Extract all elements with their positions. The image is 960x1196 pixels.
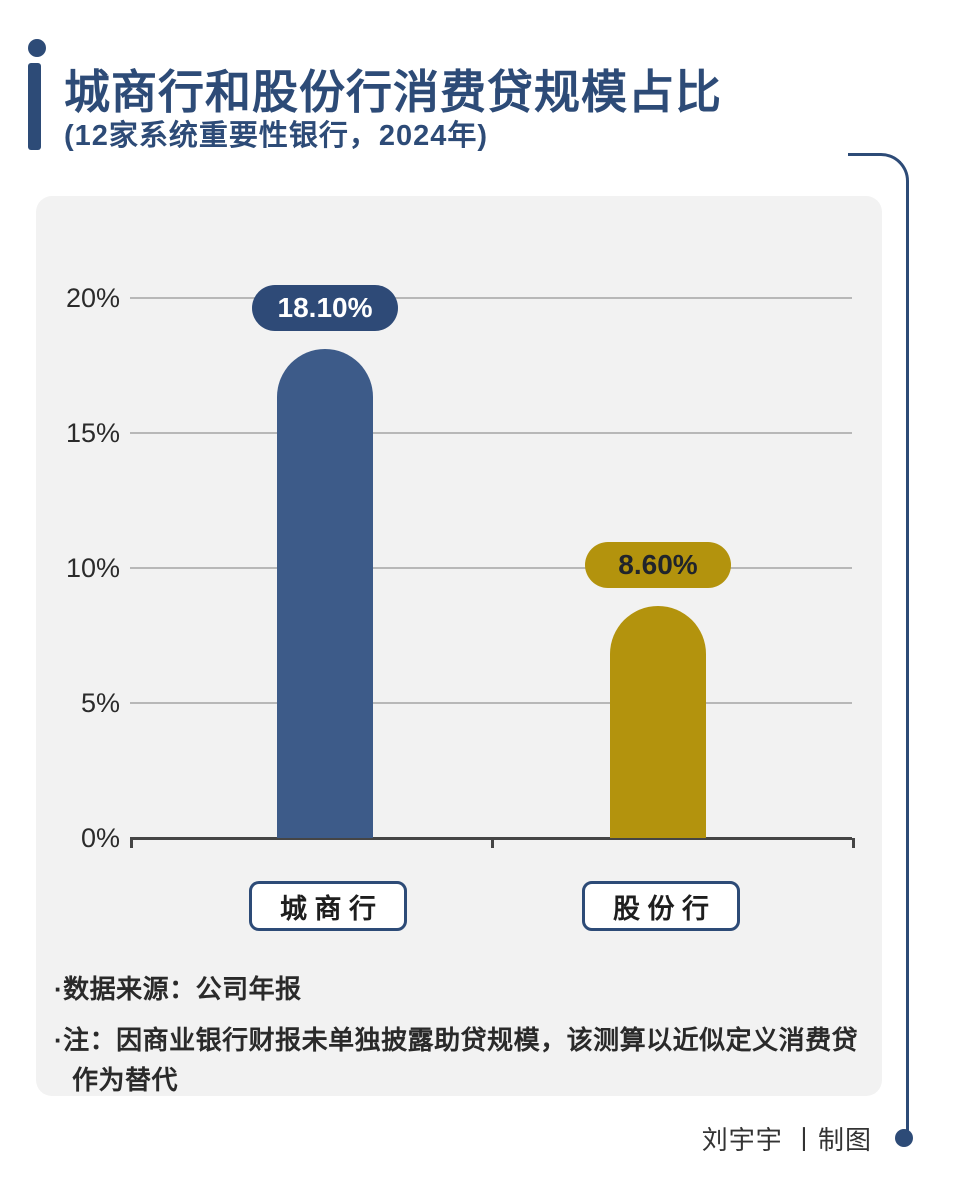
y-tick-label: 5% [80, 688, 120, 718]
y-tick-label: 10% [65, 553, 120, 583]
y-tick-label: 0% [80, 823, 120, 853]
chart-panel: 20% 15% 10% 5% 0% 18.10% 城 商 行 8.60% 股 份 行 ·数据来源… [36, 196, 882, 1096]
axis-tick [130, 838, 133, 848]
grid-line [130, 432, 852, 434]
y-tick-label: 20% [65, 283, 120, 313]
credit: 刘宇宇 丨制图 [701, 1125, 872, 1155]
category-label: 股 份 行 [582, 881, 740, 931]
footnote-line1: ·注：因商业银行财报未单独披露助贷规模，该测算以近似定义消费贷 [54, 1025, 859, 1055]
axis-tick [491, 838, 494, 848]
bar-1 [610, 605, 706, 838]
page-title: 城商行和股份行消费贷规模占比 [64, 66, 722, 118]
decor-frame-line [848, 153, 909, 1141]
footnote-line2: 作为替代 [72, 1065, 179, 1095]
axis-tick [852, 838, 855, 848]
decor-dot-bottom-right [895, 1129, 913, 1147]
value-pill: 8.60% [585, 541, 731, 588]
y-tick-label: 15% [65, 418, 120, 448]
category-label: 城 商 行 [249, 881, 407, 931]
bar-chart: 20% 15% 10% 5% 0% 18.10% 城 商 行 8.60% 股 份 行 [36, 196, 882, 1096]
grid-line [130, 702, 852, 704]
page-subtitle: (12家系统重要性银行，2024年) [64, 120, 489, 152]
grid-line [130, 567, 852, 569]
grid-line [130, 297, 852, 299]
bar-0 [277, 349, 373, 838]
value-pill: 18.10% [252, 285, 398, 332]
data-source-note: ·数据来源：公司年报 [54, 974, 302, 1004]
title-accent-bar [28, 63, 41, 150]
decor-dot-top-left [28, 39, 46, 57]
